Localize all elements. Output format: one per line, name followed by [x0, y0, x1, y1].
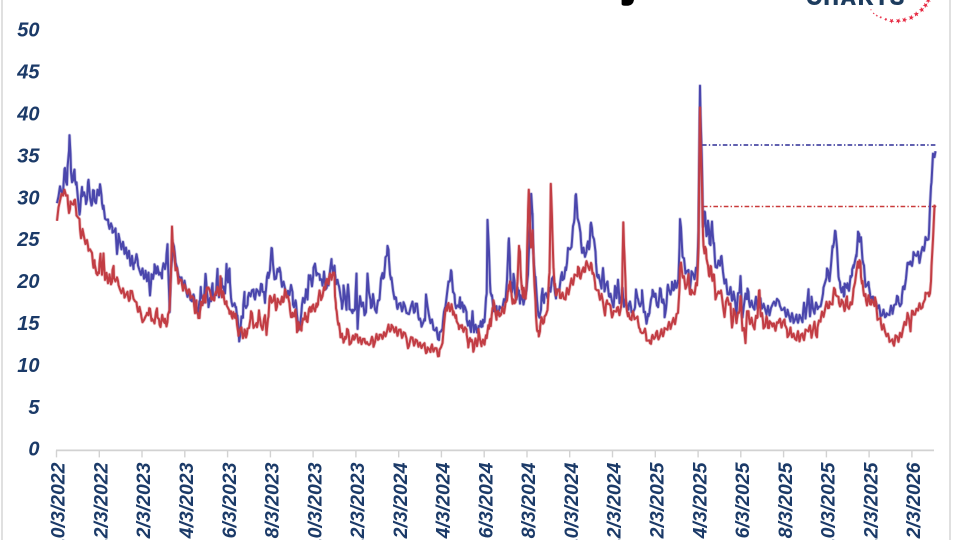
svg-text:4/3/2024: 4/3/2024	[433, 462, 455, 539]
svg-text:30: 30	[17, 187, 39, 209]
svg-text:CHARTS: CHARTS	[807, 0, 907, 10]
svg-text:10/3/2022: 10/3/2022	[48, 462, 70, 540]
svg-text:5: 5	[28, 397, 40, 419]
svg-text:25: 25	[16, 229, 40, 251]
svg-text:15: 15	[17, 313, 40, 335]
svg-text:4/3/2025: 4/3/2025	[689, 461, 711, 539]
svg-text:40: 40	[16, 104, 39, 126]
svg-text:20: 20	[16, 271, 39, 293]
svg-text:10/3/2024: 10/3/2024	[561, 462, 583, 540]
svg-text:45: 45	[16, 62, 40, 84]
svg-text:12/3/2025: 12/3/2025	[860, 461, 882, 540]
svg-text:6/3/2025: 6/3/2025	[732, 461, 754, 538]
svg-text:12/3/2022: 12/3/2022	[91, 462, 113, 540]
svg-text:2/3/2026: 2/3/2026	[903, 462, 925, 539]
svg-text:50: 50	[17, 20, 39, 42]
svg-text:0: 0	[28, 439, 39, 461]
svg-text:12/3/2024: 12/3/2024	[604, 462, 626, 540]
svg-text:2/3/2023: 2/3/2023	[133, 462, 155, 539]
svg-text:6/3/2023: 6/3/2023	[219, 462, 241, 538]
svg-text:2/3/2025: 2/3/2025	[647, 461, 669, 539]
svg-text:10/3/2023: 10/3/2023	[304, 462, 326, 540]
svg-text:6/3/2024: 6/3/2024	[475, 462, 497, 538]
svg-text:12/3/2023: 12/3/2023	[347, 462, 369, 540]
svg-text:10: 10	[17, 355, 39, 377]
svg-text:8/3/2025: 8/3/2025	[775, 461, 797, 538]
svg-text:4/3/2023: 4/3/2023	[176, 462, 198, 539]
svg-text:8/3/2024: 8/3/2024	[518, 462, 540, 538]
svg-text:35: 35	[17, 145, 40, 167]
svg-text:2/3/2024: 2/3/2024	[390, 462, 412, 539]
svg-text:10/3/2025: 10/3/2025	[818, 461, 840, 540]
svg-text:8/3/2023: 8/3/2023	[262, 462, 284, 538]
